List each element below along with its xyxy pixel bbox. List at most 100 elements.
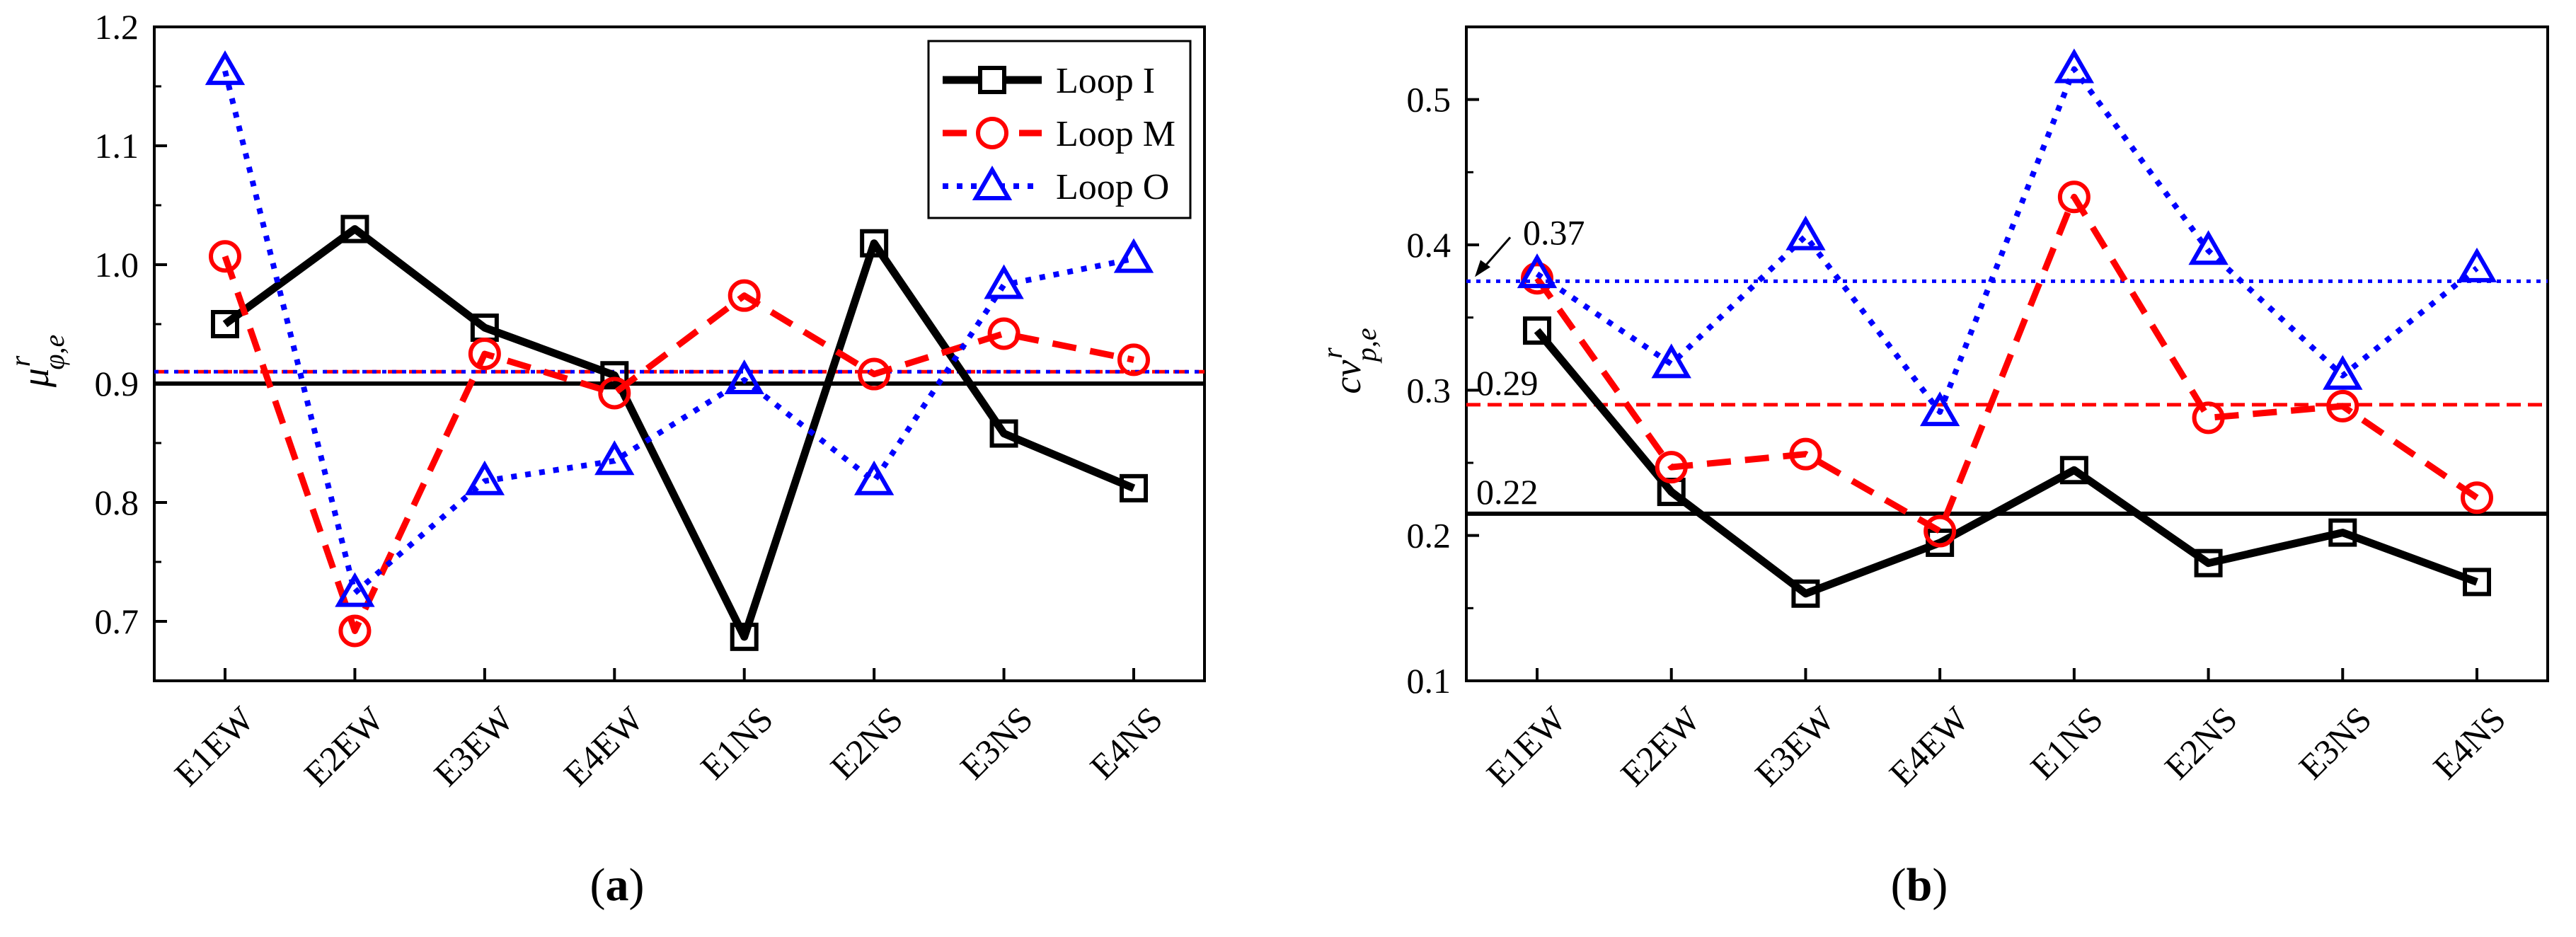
data-point [989,419,1018,448]
series-line [1534,328,2478,598]
y-tick-label: 0.9 [95,364,139,403]
x-tick-label: E1EW [1478,699,1573,793]
data-point [1789,437,1822,471]
annotation-label: 0.37 [1523,212,1585,252]
y-tick-label: 1.2 [95,7,139,47]
x-tick-label: E4EW [556,699,651,793]
data-point [1113,238,1154,273]
data-point [1924,515,1957,548]
panel-label-open: ( [590,859,606,911]
panel-label-letter: a [606,859,629,911]
data-point [338,614,372,648]
series-line [1535,66,2479,415]
series-line [1534,193,2479,535]
panel-label-letter: b [1907,859,1933,911]
data-point [2326,389,2359,422]
data-point [1655,451,1688,484]
data-point [2463,568,2491,597]
data-point [2192,401,2225,435]
legend: Loop I Loop M Loop O [927,40,1192,219]
data-point [2059,456,2088,485]
x-tick-label: E4NS [1082,699,1170,787]
data-point [211,310,239,338]
x-tick-label: E2EW [297,699,391,793]
panel-label: (b) [1891,859,1948,911]
data-point [1919,391,1960,427]
data-point [1117,343,1150,376]
annotation-label: 0.29 [1476,363,1539,403]
legend-label-loop-o: Loop O [1056,167,1169,207]
data-point [2328,518,2357,547]
y-axis-label-base: cv [1326,360,1369,394]
x-tick-label: E3NS [953,699,1040,787]
y-axis-label-base: μ [14,368,57,388]
data-point [1517,253,1558,289]
data-point [205,50,246,86]
y-axis-label: μrφ,e [4,335,70,389]
data-point [860,229,889,258]
y-tick-label: 0.8 [95,483,139,522]
data-point [464,460,505,495]
x-tick-label: E3NS [2291,699,2379,787]
y-axis-label-sub: p,e [1350,328,1382,364]
y-axis-label-sup: r [4,355,36,367]
data-point [598,376,631,410]
x-tick-label: E1NS [693,699,781,787]
data-point [984,264,1024,299]
data-point [1120,473,1148,502]
data-point [724,359,764,394]
data-point [209,240,241,273]
panel-b: 0.1 0.2 0.3 0.4 0.5 E1EW E2EW E3EW E4EW E1NS E2NS E… [1316,25,2549,911]
plot-frame [153,25,1206,682]
data-point [1926,528,1955,557]
x-tick-label: E3EW [1747,699,1842,793]
data-point [2461,481,2493,515]
x-tick-label: E1NS [2023,699,2110,787]
panel-a: 0.7 0.8 0.9 1.0 1.1 1.2 E1EW E2EW E3EW E4EW E1NS E2… [4,7,1206,911]
data-point [1651,343,1691,379]
y-tick-label: 0.1 [1407,661,1451,701]
series-loop-o [205,50,1154,607]
y-tick-label: 1.0 [95,245,139,284]
data-point [730,622,759,651]
series-loop-m [1521,180,2493,548]
data-point [2054,48,2095,84]
data-point [1523,316,1551,345]
series-line [222,225,1136,641]
data-point [987,317,1020,350]
x-tick-label: E3EW [426,699,521,793]
data-point [600,361,629,390]
annotation-label: 0.22 [1476,472,1539,512]
data-point [335,572,375,607]
x-tick-label: E4EW [1882,699,1977,793]
series-loop-i [211,214,1148,651]
y-tick-label: 0.5 [1407,80,1451,120]
y-tick-label: 0.7 [95,602,139,641]
plot-frame [1465,25,2549,682]
panel-label: (a) [590,859,645,911]
data-point [1786,215,1826,251]
panel-label-close: ) [1932,859,1948,911]
data-point [340,214,369,243]
legend-marker-loop-m [976,117,1008,149]
data-point [2323,355,2363,390]
x-tick-label: E1EW [166,699,261,793]
series-loop-m [209,240,1150,648]
y-axis-label-sub: φ,e [38,335,70,370]
data-point [2456,247,2497,282]
data-point [853,460,895,495]
x-tick-label: E2EW [1613,699,1708,793]
series-line [222,70,1134,596]
x-tick-label: E2NS [2157,699,2245,787]
series-line [222,255,1134,634]
data-point [468,338,501,370]
x-tick-label: E2NS [822,699,910,787]
panel-label-close: ) [629,859,645,911]
mean-lines [1466,279,2548,516]
legend-label-loop-i: Loop I [1056,61,1155,101]
y-tick-label: 0.4 [1407,225,1451,265]
data-point [2188,230,2229,265]
data-point [2194,548,2223,577]
y-tick-label: 1.1 [95,126,139,166]
